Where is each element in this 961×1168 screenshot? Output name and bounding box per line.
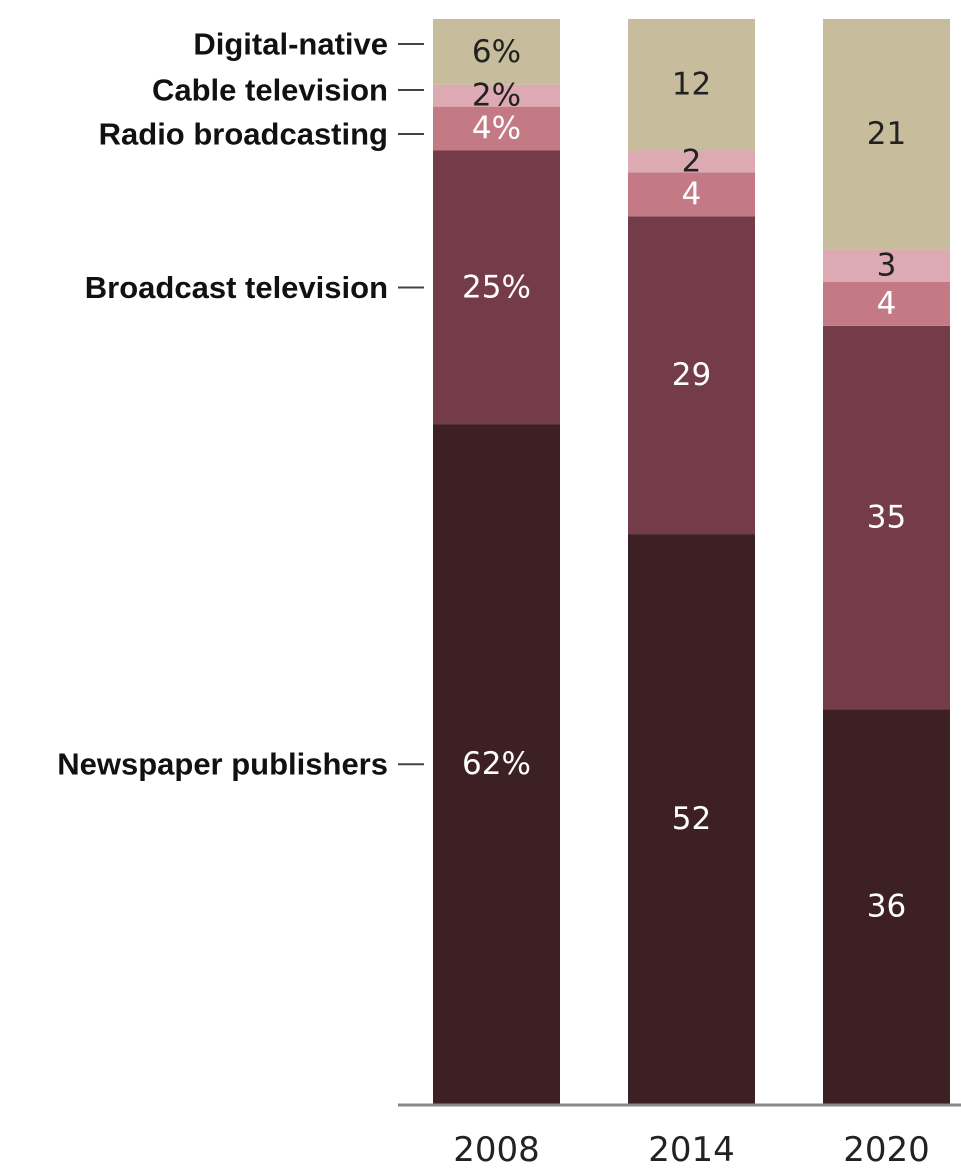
bar-segment-broadcast-television-2008 (433, 150, 560, 425)
x-tick-label-2020: 2020 (843, 1130, 930, 1168)
x-tick-label-2008: 2008 (453, 1130, 540, 1168)
bar-segment-digital-native-2014 (628, 18, 755, 151)
bar-segment-broadcast-television-2014 (628, 216, 755, 535)
data-label-radio-broadcasting-2008: 4% (472, 111, 521, 147)
bar-segment-cable-television-2008 (433, 84, 560, 107)
x-tick-label-2014: 2014 (648, 1130, 735, 1168)
bar-segment-radio-broadcasting-2014 (628, 172, 755, 217)
series-label-broadcast-television: Broadcast television (85, 270, 388, 305)
bar-segment-newspaper-publishers-2020 (823, 709, 950, 1104)
data-label-newspaper-publishers-2008: 62% (462, 746, 531, 782)
data-label-radio-broadcasting-2014: 4 (682, 176, 702, 212)
data-label-digital-native-2020: 21 (867, 116, 906, 152)
data-label-radio-broadcasting-2020: 4 (877, 286, 897, 322)
series-label-cable-television: Cable television (152, 73, 388, 108)
series-label-digital-native: Digital-native (193, 27, 388, 62)
bar-segment-newspaper-publishers-2014 (628, 534, 755, 1104)
series-legend: Newspaper publishers Broadcast television… (57, 27, 424, 782)
data-label-cable-television-2008: 2% (472, 78, 521, 114)
bar-segment-broadcast-television-2020 (823, 325, 950, 710)
data-label-newspaper-publishers-2020: 36 (867, 889, 906, 925)
data-label-broadcast-television-2014: 29 (672, 357, 711, 393)
bar-segment-radio-broadcasting-2020 (823, 282, 950, 326)
data-label-cable-television-2014: 2 (682, 143, 702, 179)
bar-segment-cable-television-2014 (628, 150, 755, 173)
data-label-broadcast-television-2008: 25% (462, 269, 531, 305)
bar-segment-cable-television-2020 (823, 249, 950, 282)
data-label-newspaper-publishers-2014: 52 (672, 801, 711, 837)
x-axis-ticks: 2008 2014 2020 (453, 1130, 930, 1168)
bar-segments (433, 18, 950, 1105)
data-label-broadcast-television-2020: 35 (867, 500, 906, 536)
bar-segment-newspaper-publishers-2008 (433, 424, 560, 1105)
bar-segment-radio-broadcasting-2008 (433, 106, 560, 151)
data-label-digital-native-2008: 6% (472, 34, 521, 70)
bar-segment-digital-native-2020 (823, 18, 950, 250)
series-label-radio-broadcasting: Radio broadcasting (99, 117, 388, 152)
series-label-newspaper-publishers: Newspaper publishers (57, 747, 388, 782)
data-label-cable-television-2020: 3 (877, 248, 897, 284)
data-label-digital-native-2014: 12 (672, 67, 711, 103)
bar-segment-digital-native-2008 (433, 18, 560, 85)
